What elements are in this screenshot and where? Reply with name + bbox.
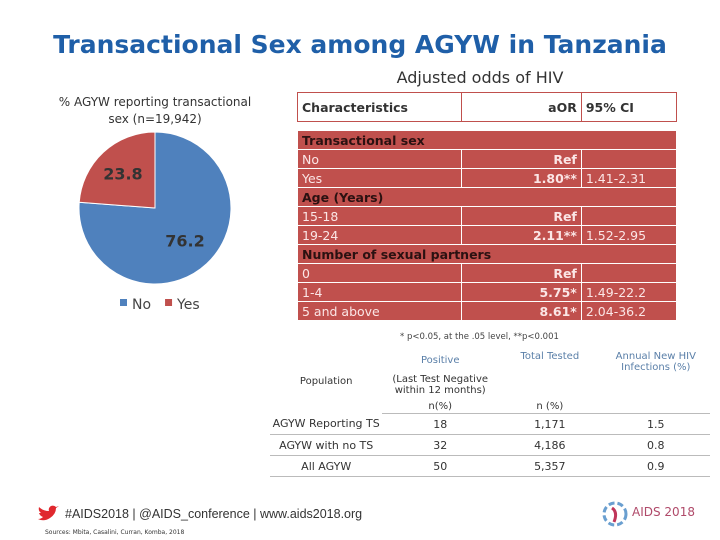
data-row: AGYW Reporting TS 18 1,171 1.5 [270, 413, 710, 435]
data-row: 5 and above 8.61* 2.04-36.2 [297, 301, 678, 321]
header-cell: aOR [460, 92, 582, 122]
table-cell: 18 [382, 413, 499, 435]
header-cell: n(%) [382, 400, 499, 414]
table-cell: 50 [382, 455, 499, 477]
header-cell: Positive [420, 354, 460, 366]
legend-swatch [120, 299, 127, 306]
header-cell: Population [299, 376, 353, 388]
table-cell: AGYW with no TS [270, 434, 383, 456]
header-cell: Characteristics [297, 92, 462, 122]
data-label: 76.2 [165, 231, 204, 250]
table-cell [580, 206, 678, 226]
table-cell: 1-4 [297, 282, 462, 302]
chart-title: % AGYW reporting transactional sex (n=19… [58, 95, 252, 126]
legend-label: Yes [176, 297, 200, 313]
header-row: n(%) n (%) [270, 400, 710, 414]
header-row: Characteristics aOR 95% CI [297, 92, 678, 122]
table-cell: Ref [460, 206, 582, 226]
spacer-row [297, 121, 677, 131]
odds-table: Characteristics aOR 95% CI Transactional se… [297, 92, 678, 321]
data-row: 1-4 5.75* 1.49-22.2 [297, 282, 678, 302]
sources: Sources: Mbita, Casalini, Curran, Komba,… [45, 529, 185, 536]
section-row: Age (Years) [297, 187, 677, 207]
table-cell: 0 [297, 263, 462, 283]
pie-slice [78, 131, 156, 209]
data-row: AGYW with no TS 32 4,186 0.8 [270, 434, 710, 456]
table-cell: 5,357 [498, 455, 602, 477]
footnote: * p<0.05, at the .05 level, **p<0.001 [400, 332, 559, 342]
table-cell: 5 and above [297, 301, 462, 321]
table-title: Adjusted odds of HIV [396, 68, 564, 87]
header-cell: Annual New HIV Infections (%) [615, 351, 696, 373]
table-cell [580, 263, 678, 283]
data-label: 23.8 [103, 164, 142, 183]
table-cell: 0.9 [601, 455, 710, 477]
table-cell: 0.8 [601, 434, 710, 456]
table-cell: 2.11** [460, 225, 582, 245]
section-heading: Number of sexual partners [297, 244, 677, 264]
slide-title: Transactional Sex among AGYW in Tanzania [53, 30, 667, 59]
data-row: No Ref [297, 149, 678, 169]
header-cell: (Last Test Negative within 12 months) [392, 374, 489, 396]
table-cell [580, 149, 678, 169]
header-row: (Last Test Negative within 12 months) [270, 370, 710, 400]
table-cell: 1.5 [601, 413, 710, 435]
pie-chart: 76.2 23.8 No Yes [78, 131, 232, 313]
section-row: Transactional sex [297, 130, 677, 150]
table-cell: 2.04-36.2 [580, 301, 678, 321]
header-cell: 95% CI [580, 92, 678, 122]
section-row: Number of sexual partners [297, 244, 677, 264]
table-cell: 19-24 [297, 225, 462, 245]
header-cell: n (%) [498, 400, 602, 414]
table-cell: 1.49-22.2 [580, 282, 678, 302]
table-cell: 5.75* [460, 282, 582, 302]
table-cell: No [297, 149, 462, 169]
section-heading: Transactional sex [297, 130, 677, 150]
data-row: 15-18 Ref [297, 206, 678, 226]
table-cell: All AGYW [270, 455, 383, 477]
table-cell: 1.80** [460, 168, 582, 188]
logo-text: AIDS 2018 [632, 505, 695, 519]
table-cell: Ref [460, 149, 582, 169]
legend-label: No [132, 297, 151, 313]
table-cell: Yes [297, 168, 462, 188]
footer-links: #AIDS2018 | @AIDS_conference | www.aids2… [65, 507, 363, 521]
logo-icon [602, 501, 628, 527]
header-cell: Total Tested [520, 351, 580, 362]
data-row: Yes 1.80** 1.41-2.31 [297, 168, 678, 188]
section-heading: Age (Years) [297, 187, 677, 207]
data-row: 19-24 2.11** 1.52-2.95 [297, 225, 678, 245]
population-table: Population Positive Total Tested Annual New… [270, 350, 710, 477]
table-cell: Ref [460, 263, 582, 283]
legend-swatch [165, 299, 173, 306]
table-cell: 8.61* [460, 301, 582, 321]
data-row: 0 Ref [297, 263, 678, 283]
table-cell: 4,186 [498, 434, 602, 456]
data-row: All AGYW 50 5,357 0.9 [270, 455, 710, 477]
table-cell: 1,171 [498, 413, 602, 435]
header-row: Population Positive Total Tested Annual New… [270, 350, 710, 387]
table-cell: 1.41-2.31 [580, 168, 678, 188]
table-cell: 32 [382, 434, 499, 456]
table-cell: AGYW Reporting TS [270, 413, 383, 435]
twitter-icon [38, 505, 59, 521]
table-cell: 1.52-2.95 [580, 225, 678, 245]
table-cell: 15-18 [297, 206, 462, 226]
empty-cell [601, 400, 710, 414]
pie-slice [78, 131, 232, 285]
